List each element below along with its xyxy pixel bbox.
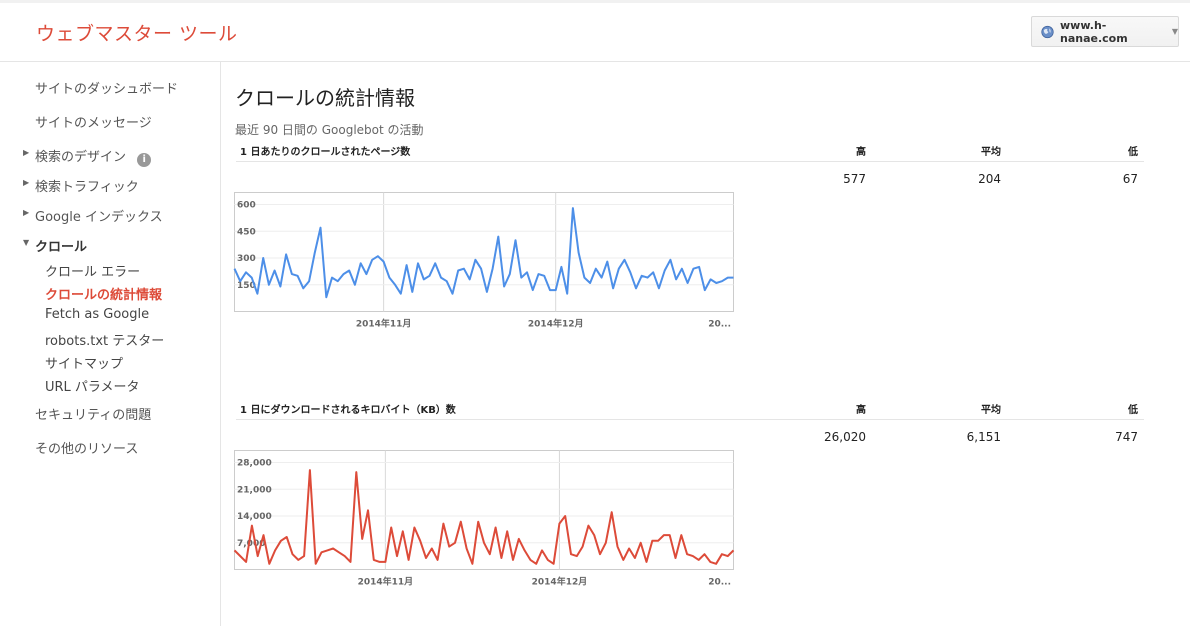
pages-chart-svg: 2014年11月 2014年12月 20... 600 450 300 150 xyxy=(233,192,734,330)
kb-avg-value: 6,151 xyxy=(966,430,1001,444)
x-tick-label: 20... xyxy=(708,320,731,330)
sidebar-item-fetch-as-google[interactable]: Fetch as Google xyxy=(45,307,150,322)
chevron-down-icon: ▼ xyxy=(1171,27,1178,36)
sidebar-item-url-params[interactable]: URL パラメータ xyxy=(45,380,140,395)
sidebar-item-label: Google インデックス xyxy=(35,210,163,225)
kb-section-title: 1 日にダウンロードされるキロバイト（KB）数 xyxy=(240,405,456,416)
top-bar: ウェブマスター ツール www.h-nanae.com ▼ xyxy=(0,3,1190,62)
y-tick-label: 300 xyxy=(237,254,256,264)
x-tick-label: 2014年12月 xyxy=(532,576,588,588)
plot-area xyxy=(234,192,734,312)
x-tick-label: 2014年11月 xyxy=(356,318,412,330)
site-selector[interactable]: www.h-nanae.com ▼ xyxy=(1031,16,1179,47)
expand-arrow-icon: ▶ xyxy=(23,178,30,187)
page-title: クロールの統計情報 xyxy=(235,86,415,110)
sidebar-item-other-resources[interactable]: その他のリソース xyxy=(35,442,139,457)
expand-arrow-icon: ▶ xyxy=(23,208,30,217)
y-tick-label: 450 xyxy=(237,227,256,237)
col-header-high: 高 xyxy=(856,405,866,416)
pages-low-value: 67 xyxy=(1122,172,1138,186)
sidebar-item-sitemaps[interactable]: サイトマップ xyxy=(45,357,124,372)
sidebar-item-robots-tester[interactable]: robots.txt テスター xyxy=(45,334,165,349)
expand-arrow-icon: ▶ xyxy=(23,148,30,157)
pages-high-value: 577 xyxy=(843,172,866,186)
app-title[interactable]: ウェブマスター ツール xyxy=(36,23,238,45)
col-header-low: 低 xyxy=(1128,405,1138,416)
divider xyxy=(236,419,1144,420)
sidebar-item-crawl-errors[interactable]: クロール エラー xyxy=(45,265,141,280)
col-header-low: 低 xyxy=(1128,147,1138,158)
globe-icon xyxy=(1041,25,1054,38)
sidebar: サイトのダッシュボード サイトのメッセージ ▶ 検索のデザイン i ▶ 検索トラ… xyxy=(0,62,221,626)
sidebar-item-search-appearance[interactable]: ▶ 検索のデザイン i xyxy=(23,146,152,167)
x-tick-label: 2014年12月 xyxy=(528,318,584,330)
col-header-avg: 平均 xyxy=(981,405,1001,416)
y-tick-label: 21,000 xyxy=(237,485,272,495)
sidebar-item-label: クロール xyxy=(35,240,88,255)
sidebar-item-search-traffic[interactable]: ▶ 検索トラフィック xyxy=(23,176,139,195)
plot-area xyxy=(234,450,734,570)
sidebar-item-security[interactable]: セキュリティの問題 xyxy=(35,408,152,423)
site-name: www.h-nanae.com xyxy=(1060,18,1128,45)
sidebar-item-google-index[interactable]: ▶ Google インデックス xyxy=(23,206,163,225)
x-tick-label: 20... xyxy=(708,578,731,588)
kb-downloaded-chart: 2014年11月 2014年12月 20... 28,000 21,000 14,000 7… xyxy=(233,450,735,588)
collapse-arrow-icon: ▼ xyxy=(23,238,30,247)
series-line xyxy=(233,207,734,299)
col-header-avg: 平均 xyxy=(981,147,1001,158)
kb-low-value: 747 xyxy=(1115,430,1138,444)
sidebar-item-dashboard[interactable]: サイトのダッシュボード xyxy=(35,82,179,97)
sidebar-item-crawl-stats[interactable]: クロールの統計情報 xyxy=(45,288,163,303)
col-header-high: 高 xyxy=(856,147,866,158)
y-tick-label: 600 xyxy=(237,201,256,211)
info-icon[interactable]: i xyxy=(137,153,152,167)
y-tick-label: 150 xyxy=(237,281,256,291)
kb-chart-svg: 2014年11月 2014年12月 20... 28,000 21,000 14,000 7… xyxy=(233,450,735,588)
page-subtitle: 最近 90 日間の Googlebot の活動 xyxy=(235,123,424,137)
sidebar-item-crawl[interactable]: ▼ クロール xyxy=(23,236,88,255)
kb-high-value: 26,020 xyxy=(824,430,866,444)
top-edge xyxy=(0,0,1190,3)
y-tick-label: 14,000 xyxy=(237,512,272,522)
sidebar-item-messages[interactable]: サイトのメッセージ xyxy=(35,116,152,131)
y-tick-label: 28,000 xyxy=(237,459,272,469)
y-tick-label: 7,000 xyxy=(237,539,265,549)
x-tick-label: 2014年11月 xyxy=(358,576,414,588)
pages-section-title: 1 日あたりのクロールされたページ数 xyxy=(240,147,411,158)
divider xyxy=(236,161,1144,162)
pages-avg-value: 204 xyxy=(978,172,1001,186)
sidebar-item-label: 検索トラフィック xyxy=(35,180,139,195)
pages-crawled-chart: 2014年11月 2014年12月 20... 600 450 300 150 xyxy=(233,192,734,330)
series-line xyxy=(233,469,735,565)
sidebar-item-label: 検索のデザイン xyxy=(35,150,127,165)
